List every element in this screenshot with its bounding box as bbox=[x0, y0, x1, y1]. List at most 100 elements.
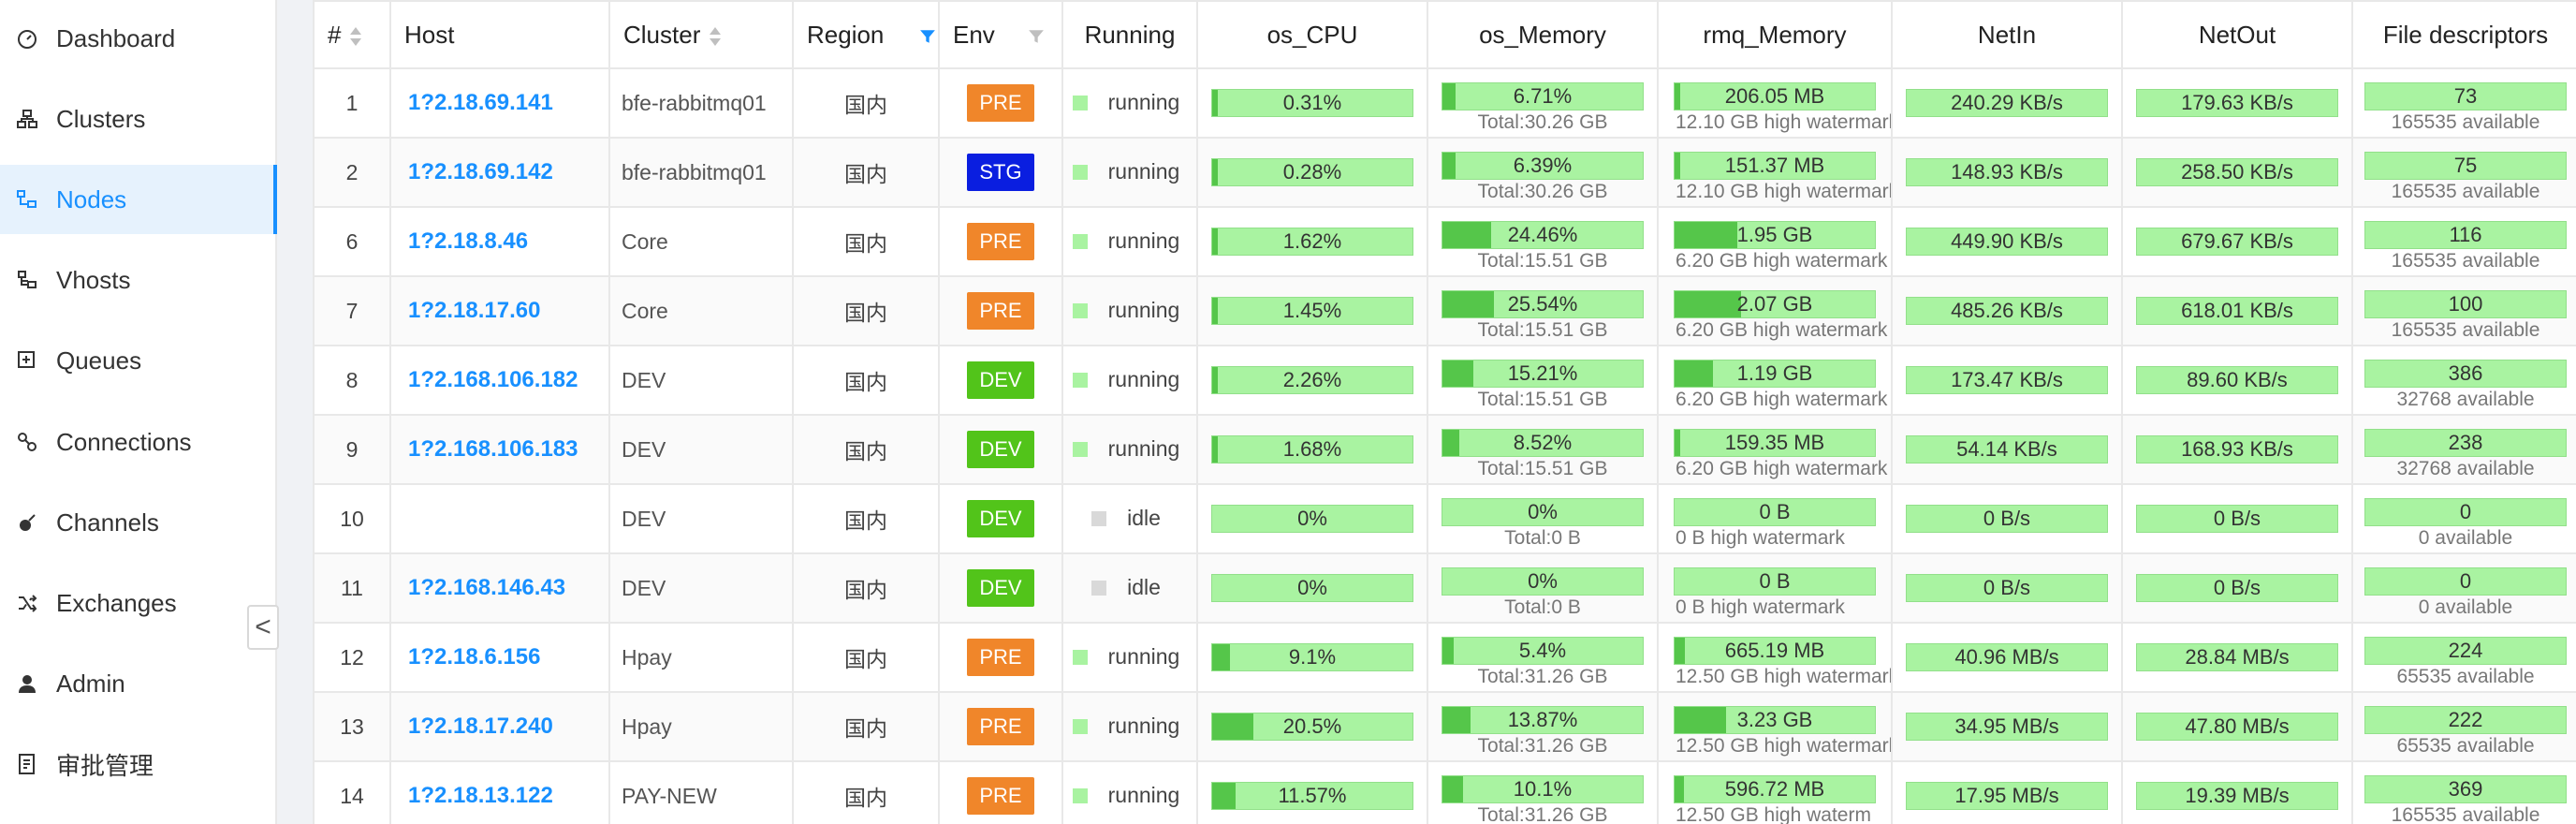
sidebar-item-clusters[interactable]: Clusters bbox=[0, 84, 277, 154]
cluster-cell: Core bbox=[608, 206, 794, 277]
running-status: running bbox=[1107, 714, 1180, 739]
host-link[interactable]: 1?2.18.69.141 bbox=[389, 67, 610, 139]
row-num: 11 bbox=[313, 552, 391, 624]
netout-cell: 28.84 MB/s bbox=[2121, 622, 2353, 693]
sidebar-item-vhosts[interactable]: Vhosts bbox=[0, 245, 277, 315]
col-env-header[interactable]: Env bbox=[938, 0, 1063, 69]
nodes-table-container: # Host Cluster Region Env Running os_CPU… bbox=[313, 0, 2576, 824]
netin-bar: 17.95 MB/s bbox=[1906, 782, 2108, 810]
host-link[interactable]: 1?2.168.106.183 bbox=[389, 414, 610, 485]
rmq-memory-cell: 2.07 GB 6.20 GB high watermark bbox=[1657, 275, 1893, 346]
status-dot-icon bbox=[1091, 580, 1107, 596]
host-link[interactable] bbox=[389, 483, 610, 554]
sidebar-item-dashboard[interactable]: Dashboard bbox=[0, 4, 277, 73]
host-link[interactable]: 1?2.18.8.46 bbox=[389, 206, 610, 277]
sidebar-item-exchanges[interactable]: Exchanges bbox=[0, 568, 277, 638]
fd-value: 116 bbox=[2449, 223, 2482, 246]
chevron-left-icon: < bbox=[255, 611, 271, 642]
rmq-memory-cell: 3.23 GB 12.50 GB high watermark bbox=[1657, 691, 1893, 762]
fd-available: 0 available bbox=[2418, 527, 2513, 549]
sidebar-item-queues[interactable]: Queues bbox=[0, 326, 277, 395]
memory-bar: 0% bbox=[1442, 567, 1644, 596]
memory-total: Total:15.51 GB bbox=[1477, 250, 1608, 272]
col-region-header[interactable]: Region bbox=[792, 0, 940, 69]
sidebar-item-admin[interactable]: Admin bbox=[0, 649, 277, 718]
netout-bar: 0 B/s bbox=[2136, 505, 2338, 533]
status-dot-icon bbox=[1072, 787, 1088, 803]
region-cell: 国内 bbox=[792, 414, 940, 485]
netin-cell: 34.95 MB/s bbox=[1891, 691, 2123, 762]
sidebar-item-connections[interactable]: Connections bbox=[0, 407, 277, 477]
memory-cell: 0% Total:0 B bbox=[1427, 552, 1659, 624]
env-cell: PRE bbox=[938, 760, 1063, 824]
rmq-memory-bar-fill bbox=[1675, 707, 1727, 733]
netin-cell: 485.26 KB/s bbox=[1891, 275, 2123, 346]
fd-available: 65535 available bbox=[2396, 666, 2535, 687]
fd-value: 0 bbox=[2459, 569, 2472, 593]
rmq-memory-bar-fill bbox=[1675, 83, 1681, 110]
host-link[interactable]: 1?2.168.146.43 bbox=[389, 552, 610, 624]
netout-bar: 28.84 MB/s bbox=[2136, 643, 2338, 671]
cpu-bar-fill bbox=[1212, 90, 1219, 116]
cpu-bar-fill bbox=[1212, 367, 1219, 393]
memory-total: Total:30.26 GB bbox=[1477, 181, 1608, 202]
status-dot-icon bbox=[1091, 510, 1107, 526]
host-link[interactable]: 1?2.18.69.142 bbox=[389, 137, 610, 208]
sort-icon[interactable] bbox=[350, 26, 362, 47]
sidebar-item-nodes[interactable]: Nodes bbox=[0, 165, 277, 234]
cpu-value: 20.5% bbox=[1282, 714, 1342, 738]
rmq-memory-bar: 596.72 MB bbox=[1674, 775, 1876, 803]
host-link[interactable]: 1?2.18.6.156 bbox=[389, 622, 610, 693]
env-tag: DEV bbox=[967, 569, 1034, 607]
col-cluster-header[interactable]: Cluster bbox=[608, 0, 794, 69]
col-num-header[interactable]: # bbox=[313, 0, 391, 69]
filter-active-icon[interactable] bbox=[919, 28, 936, 45]
netout-cell: 47.80 MB/s bbox=[2121, 691, 2353, 762]
filter-icon[interactable] bbox=[1028, 28, 1045, 45]
sidebar-item-channels[interactable]: Channels bbox=[0, 488, 277, 557]
col-host-label: Host bbox=[404, 20, 455, 49]
netin-value: 17.95 MB/s bbox=[1954, 784, 2059, 807]
host-link[interactable]: 1?2.18.17.60 bbox=[389, 275, 610, 346]
row-num: 10 bbox=[313, 483, 391, 554]
cluster-cell: DEV bbox=[608, 483, 794, 554]
env-tag: PRE bbox=[967, 777, 1034, 815]
rmq-memory-cell: 1.19 GB 6.20 GB high watermark bbox=[1657, 345, 1893, 416]
rmq-watermark: 6.20 GB high watermark bbox=[1676, 250, 1888, 272]
memory-cell: 24.46% Total:15.51 GB bbox=[1427, 206, 1659, 277]
host-link[interactable]: 1?2.168.106.182 bbox=[389, 345, 610, 416]
rmq-memory-value: 1.95 GB bbox=[1736, 223, 1813, 246]
col-fd-label: File descriptors bbox=[2382, 20, 2549, 49]
rmq-memory-bar: 0 B bbox=[1674, 567, 1876, 596]
fd-bar: 0 bbox=[2364, 567, 2567, 596]
collapse-sidebar-button[interactable]: < bbox=[247, 605, 279, 650]
rmq-memory-bar-fill bbox=[1675, 360, 1714, 387]
rmq-memory-cell: 206.05 MB 12.10 GB high watermark bbox=[1657, 67, 1893, 139]
memory-bar-fill bbox=[1442, 291, 1494, 317]
netin-cell: 17.95 MB/s bbox=[1891, 760, 2123, 824]
memory-bar: 6.71% bbox=[1442, 82, 1644, 110]
cpu-value: 1.45% bbox=[1282, 299, 1342, 322]
col-running-label: Running bbox=[1084, 20, 1176, 49]
table-row: 14 1?2.18.13.122 PAY-NEW 国内 PRE running 11.57%… bbox=[313, 760, 2576, 824]
sidebar-item-approval[interactable]: 审批管理 bbox=[0, 729, 277, 799]
netout-cell: 618.01 KB/s bbox=[2121, 275, 2353, 346]
env-cell: DEV bbox=[938, 345, 1063, 416]
cpu-bar: 0% bbox=[1211, 574, 1413, 602]
cluster-cell: DEV bbox=[608, 414, 794, 485]
env-cell: PRE bbox=[938, 67, 1063, 139]
fd-available: 0 available bbox=[2418, 596, 2513, 618]
host-link[interactable]: 1?2.18.17.240 bbox=[389, 691, 610, 762]
netout-value: 258.50 KB/s bbox=[2181, 160, 2293, 184]
col-memory-header: os_Memory bbox=[1427, 0, 1659, 69]
netin-value: 34.95 MB/s bbox=[1954, 714, 2059, 738]
env-cell: PRE bbox=[938, 691, 1063, 762]
sort-icon[interactable] bbox=[710, 26, 722, 47]
fd-bar: 238 bbox=[2364, 429, 2567, 457]
sidebar-item-label: Dashboard bbox=[56, 23, 176, 52]
fd-bar: 100 bbox=[2364, 290, 2567, 318]
cpu-bar: 1.68% bbox=[1211, 435, 1413, 464]
cpu-bar: 11.57% bbox=[1211, 782, 1413, 810]
fd-available: 165535 available bbox=[2391, 319, 2540, 341]
host-link[interactable]: 1?2.18.13.122 bbox=[389, 760, 610, 824]
